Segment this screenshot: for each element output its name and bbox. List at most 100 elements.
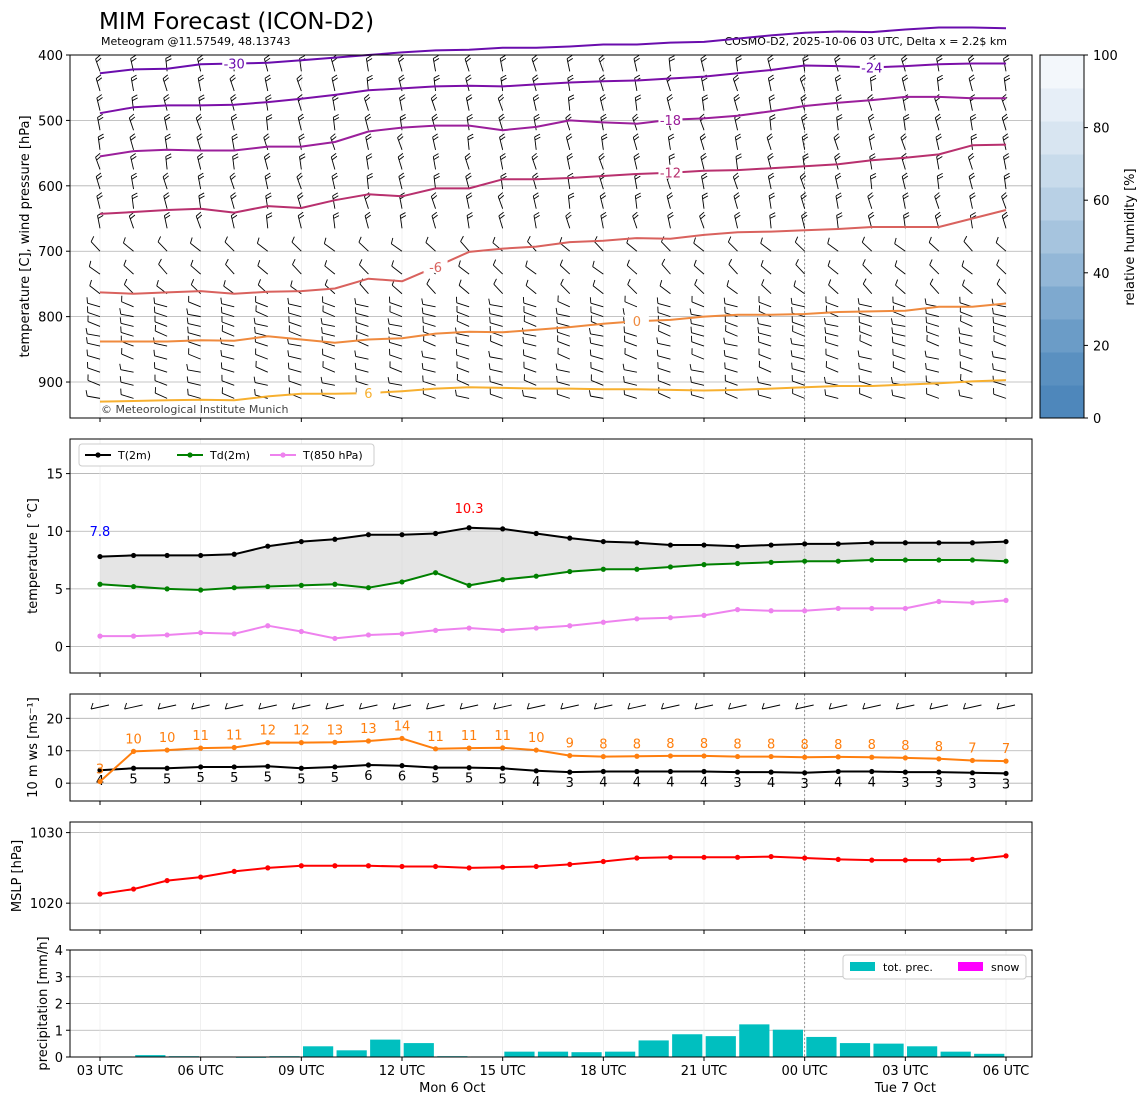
wind-barb-flag bbox=[399, 175, 405, 180]
data-point bbox=[1003, 597, 1009, 603]
wind-barb bbox=[525, 279, 537, 295]
wind-barb-flag bbox=[399, 212, 406, 216]
wind-barb-flag bbox=[264, 155, 271, 161]
wind-barb-flag bbox=[521, 389, 524, 396]
wind-barb-staff bbox=[465, 97, 470, 111]
wind-barb-flag bbox=[803, 58, 809, 62]
wind-barb bbox=[96, 94, 103, 111]
wind-barb bbox=[559, 237, 571, 252]
wind-barb-staff bbox=[523, 302, 537, 308]
wind-barb-staff bbox=[433, 78, 437, 92]
wind-barb-staff bbox=[389, 354, 403, 360]
wind-barb bbox=[1001, 113, 1009, 131]
wind-barb-staff bbox=[728, 264, 738, 275]
wind-barb-flag bbox=[727, 236, 732, 243]
wind-barb bbox=[961, 260, 973, 275]
y-axis-label: 10 m ws [ms⁻¹] bbox=[26, 697, 41, 798]
wind-barb-flag bbox=[559, 237, 563, 244]
y-axis-label: precipitation [mm/h] bbox=[36, 936, 51, 1070]
wind-barb-staff bbox=[391, 265, 403, 275]
data-label: 4 bbox=[633, 775, 641, 790]
wind-barb-flag bbox=[598, 54, 604, 60]
wind-barb-staff bbox=[657, 367, 671, 373]
wind-barb-flag bbox=[735, 55, 742, 59]
wind-barb-flag bbox=[231, 133, 238, 138]
wind-barb-flag bbox=[358, 236, 362, 243]
surface-wind-barb bbox=[124, 704, 143, 710]
y-tick-label: 10 bbox=[46, 525, 63, 540]
wind-barb-flag bbox=[331, 153, 337, 158]
wind-barb bbox=[488, 307, 503, 318]
wind-barb bbox=[186, 308, 201, 318]
wind-barb-flag bbox=[296, 74, 302, 80]
wind-barb-staff bbox=[87, 311, 101, 318]
wind-barb-staff bbox=[422, 322, 436, 327]
wind-barb-staff bbox=[324, 265, 336, 275]
isotherm-label: 6 bbox=[364, 387, 372, 402]
wind-barb bbox=[229, 74, 236, 92]
wind-barb-flag bbox=[163, 175, 169, 180]
wind-barb-staff bbox=[331, 78, 336, 92]
wind-barb bbox=[354, 307, 369, 318]
wind-barb-staff bbox=[892, 342, 906, 347]
wind-barb-staff bbox=[490, 381, 503, 386]
wind-barb bbox=[834, 74, 842, 92]
wind-barb-flag bbox=[733, 192, 740, 197]
wind-barb-flag bbox=[500, 57, 507, 62]
wind-barb bbox=[690, 326, 705, 337]
wind-barb bbox=[221, 374, 235, 386]
data-label: 4 bbox=[532, 775, 540, 790]
wind-barb-staff bbox=[801, 215, 806, 229]
isotherm-label-bg bbox=[624, 313, 649, 328]
wind-barb-flag bbox=[1003, 153, 1009, 158]
wind-barb-flag bbox=[231, 195, 237, 200]
wind-barb-flag bbox=[132, 97, 138, 102]
surface-wind-barb-flag bbox=[124, 702, 127, 710]
wind-barb-staff bbox=[892, 332, 906, 337]
wind-barb-flag bbox=[497, 192, 504, 197]
wind-barb bbox=[187, 388, 201, 399]
wind-barb bbox=[800, 192, 807, 209]
wind-barb-flag bbox=[734, 175, 740, 180]
wind-barb-staff bbox=[862, 264, 873, 275]
series-line bbox=[99, 737, 1007, 783]
wind-barb bbox=[365, 153, 373, 170]
wind-barb-staff bbox=[431, 215, 436, 229]
wind-barb bbox=[387, 318, 403, 327]
wind-barb bbox=[490, 335, 503, 347]
wind-barb bbox=[263, 54, 271, 72]
data-point bbox=[298, 538, 304, 545]
wind-barb bbox=[324, 279, 336, 295]
wind-barb bbox=[565, 211, 572, 229]
wind-barb-flag bbox=[398, 136, 404, 141]
copyright-text: © Meteorological Institute Munich bbox=[101, 403, 288, 416]
wind-barb-flag bbox=[257, 259, 261, 266]
wind-barb-staff bbox=[661, 241, 671, 252]
wind-barb bbox=[790, 337, 805, 347]
data-point bbox=[164, 747, 170, 753]
wind-barb-flag bbox=[532, 57, 538, 63]
colorbar-frame bbox=[1039, 54, 1085, 419]
wind-barb-flag bbox=[253, 376, 256, 383]
wind-barb-flag bbox=[799, 172, 806, 178]
wind-barb-staff bbox=[531, 58, 537, 72]
wind-barb bbox=[456, 361, 470, 373]
wind-barb-staff bbox=[867, 196, 873, 209]
x-tick-label: 06 UTC bbox=[177, 1064, 223, 1079]
wind-barb bbox=[766, 133, 773, 150]
data-point bbox=[567, 753, 573, 759]
wind-barb bbox=[432, 153, 440, 170]
wind-barb bbox=[935, 133, 942, 150]
wind-barb bbox=[567, 192, 575, 209]
wind-barb bbox=[969, 192, 976, 209]
wind-barb-staff bbox=[523, 342, 537, 347]
wind-barb bbox=[265, 114, 273, 131]
wind-barb bbox=[433, 172, 440, 190]
wind-barb-flag bbox=[1002, 116, 1009, 122]
wind-barb-flag bbox=[565, 211, 571, 217]
wind-barb-flag bbox=[164, 116, 171, 121]
wind-barb bbox=[699, 211, 706, 229]
wind-barb-flag bbox=[500, 172, 507, 177]
